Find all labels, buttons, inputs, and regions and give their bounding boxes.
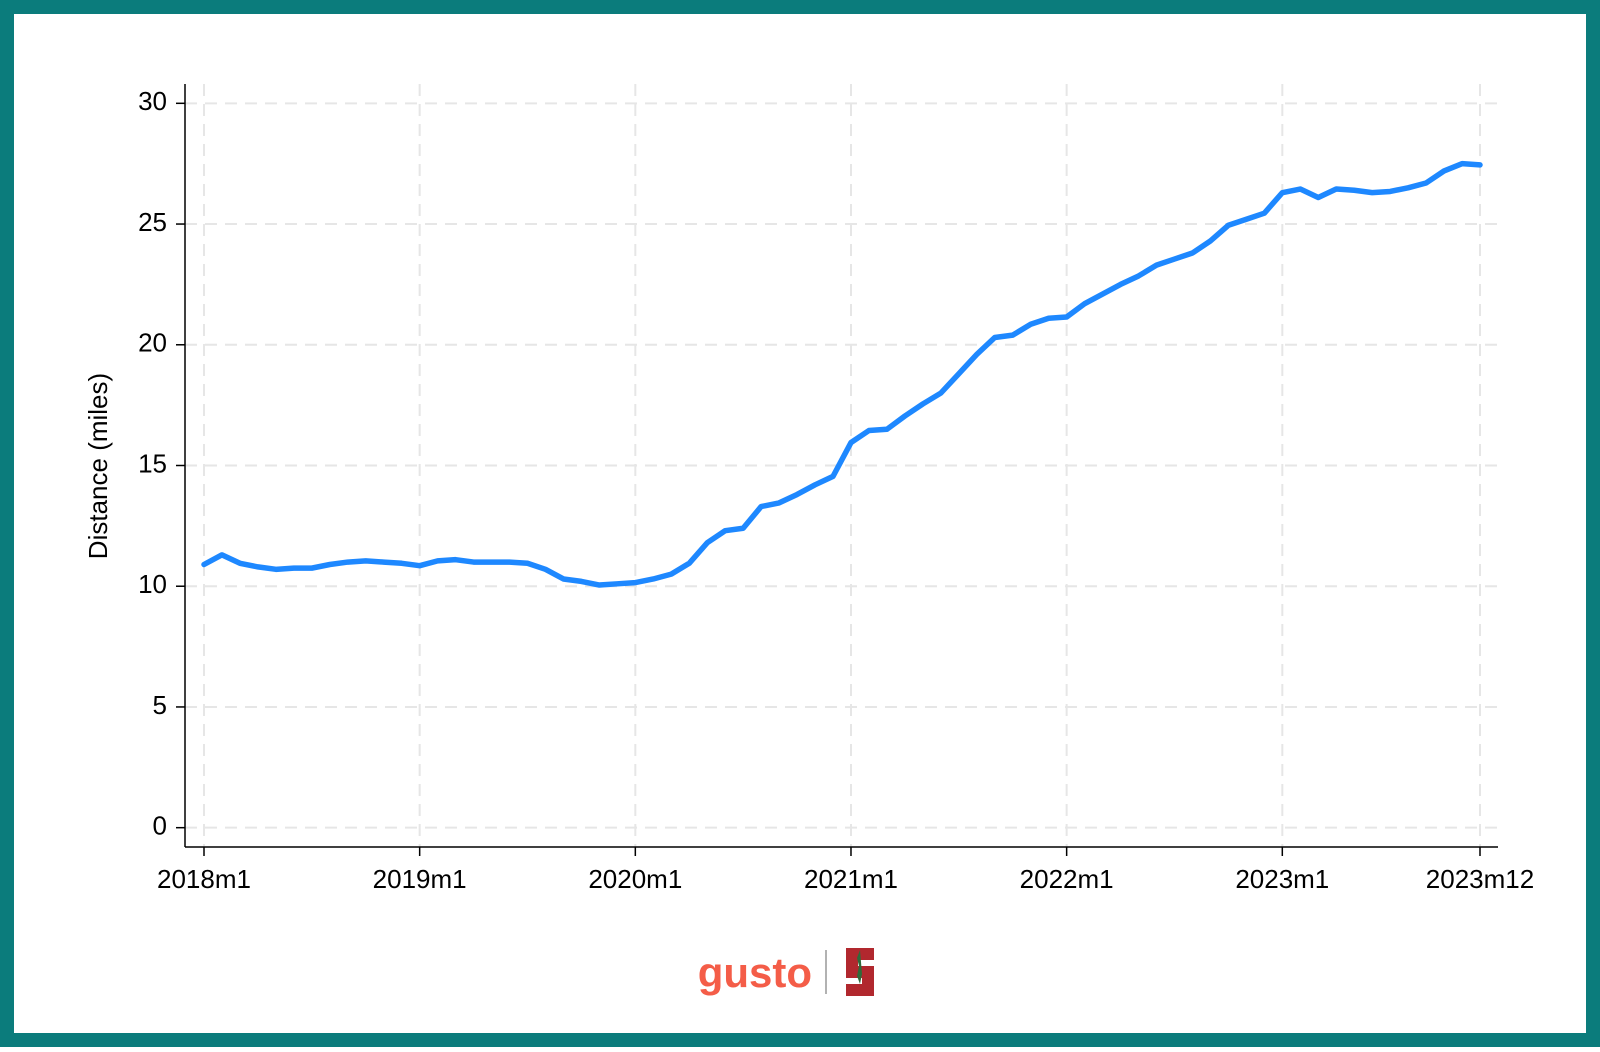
background xyxy=(14,14,1586,1033)
y-axis-label: Distance (miles) xyxy=(83,373,113,559)
y-tick-label: 30 xyxy=(138,86,167,116)
y-tick-label: 0 xyxy=(153,811,167,841)
y-tick-label: 10 xyxy=(138,569,167,599)
x-tick-label: 2023m12 xyxy=(1426,864,1534,894)
x-tick-label: 2023m1 xyxy=(1235,864,1329,894)
x-tick-label: 2022m1 xyxy=(1020,864,1114,894)
y-tick-label: 20 xyxy=(138,328,167,358)
x-tick-label: 2019m1 xyxy=(373,864,467,894)
stanford-tree xyxy=(857,950,862,984)
x-tick-label: 2018m1 xyxy=(157,864,251,894)
x-tick-label: 2021m1 xyxy=(804,864,898,894)
y-tick-label: 15 xyxy=(138,448,167,478)
data-line xyxy=(201,160,1483,588)
y-tick-label: 25 xyxy=(138,207,167,237)
gusto-logo: gusto xyxy=(698,949,812,996)
stanford-logo xyxy=(846,948,874,996)
y-tick-label: 5 xyxy=(153,690,167,720)
x-tick-label: 2020m1 xyxy=(588,864,682,894)
